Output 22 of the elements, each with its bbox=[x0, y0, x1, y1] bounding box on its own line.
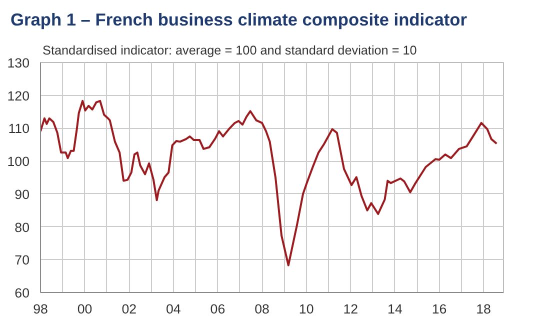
x-tick-label: 06 bbox=[210, 302, 226, 316]
x-tick-label: 98 bbox=[33, 302, 48, 316]
y-tick-label: 100 bbox=[7, 154, 30, 170]
y-tick-label: 80 bbox=[14, 220, 30, 235]
chart-subtitle: Standardised indicator: average = 100 and standard deviation = 10 bbox=[42, 44, 417, 58]
y-tick-label: 120 bbox=[7, 88, 30, 104]
y-tick-label: 110 bbox=[8, 121, 30, 136]
x-tick-label: 18 bbox=[476, 302, 491, 316]
x-tick-label: 02 bbox=[122, 302, 137, 316]
x-tick-label: 12 bbox=[343, 302, 358, 316]
x-tick-label: 16 bbox=[432, 302, 447, 316]
x-tick-label: 14 bbox=[388, 302, 403, 316]
y-tick-label: 130 bbox=[7, 56, 30, 70]
x-tick-label: 08 bbox=[254, 302, 270, 316]
y-tick-label: 60 bbox=[14, 286, 30, 300]
chart-title: Graph 1 – French business climate composite indicator bbox=[10, 10, 468, 30]
x-tick-label: 00 bbox=[77, 302, 92, 316]
x-tick-label: 10 bbox=[298, 302, 314, 316]
line-series bbox=[40, 100, 498, 266]
x-tick-label: 04 bbox=[166, 302, 182, 316]
y-tick-label: 70 bbox=[14, 252, 30, 268]
y-tick-label: 90 bbox=[14, 186, 30, 202]
